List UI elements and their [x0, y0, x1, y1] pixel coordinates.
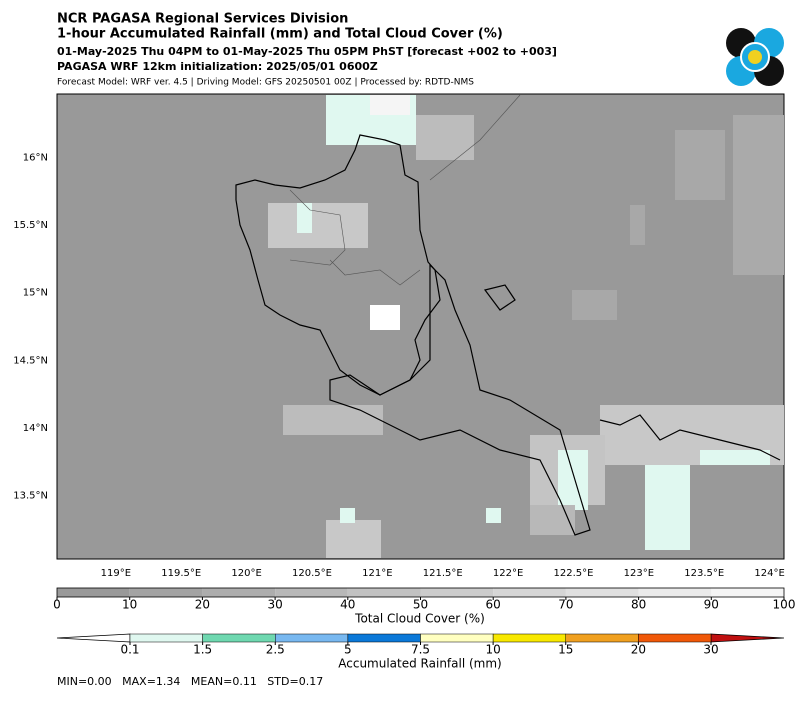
- rain-tick-label: 30: [703, 643, 718, 657]
- rain-color-segment: [275, 633, 349, 643]
- cloud-tick-label: 50: [413, 598, 428, 612]
- rain-tick-label: 20: [631, 643, 646, 657]
- cloud-tick-label: 60: [486, 598, 501, 612]
- borders: [289, 94, 521, 286]
- rain-tick-label: 15: [558, 643, 573, 657]
- lat-tick-label: 14°N: [23, 423, 48, 434]
- rain-color-segment: [202, 633, 276, 643]
- over-triangle: [710, 633, 785, 643]
- cloud-tick-label: 70: [558, 598, 573, 612]
- lat-tick-label: 15°N: [23, 288, 48, 299]
- rain-color-segment: [565, 633, 639, 643]
- cloud-cells: [268, 95, 784, 558]
- cloud-color-segment: [347, 588, 421, 597]
- lon-tick-label: 120°E: [231, 568, 261, 579]
- cloud-tick-label: 90: [704, 598, 719, 612]
- rain-color-segment: [492, 633, 566, 643]
- cloud-tick-label: 80: [631, 598, 646, 612]
- lon-tick-label: 119.5°E: [161, 568, 201, 579]
- rain-color-segment: [129, 633, 203, 643]
- stats: MIN=0.00 MAX=1.34 MEAN=0.11 STD=0.17: [57, 675, 323, 688]
- header-line: 01-May-2025 Thu 04PM to 01-May-2025 Thu …: [57, 45, 557, 58]
- lat-tick-label: 15.5°N: [13, 220, 48, 231]
- cloud-color-segment: [638, 588, 712, 597]
- cloud-tick-label: 10: [122, 598, 137, 612]
- lon-tick-label: 121.5°E: [423, 568, 463, 579]
- lat-tick-label: 14.5°N: [13, 355, 48, 366]
- header-line: Forecast Model: WRF ver. 4.5 | Driving M…: [57, 78, 474, 88]
- header-line: PAGASA WRF 12km initialization: 2025/05/…: [57, 60, 378, 73]
- rain-tick-label: 1.5: [193, 643, 212, 657]
- lat-tick-label: 16°N: [23, 153, 48, 164]
- cloud-color-segment: [420, 588, 494, 597]
- cloud-bar-title: Total Cloud Cover (%): [354, 612, 485, 626]
- cloud-tick-label: 30: [267, 598, 282, 612]
- lon-tick-label: 121°E: [362, 568, 392, 579]
- lon-tick-label: 119°E: [101, 568, 131, 579]
- rain-color-segment: [638, 633, 712, 643]
- cloud-color-segment: [711, 588, 784, 597]
- under-triangle: [56, 633, 131, 643]
- cloud-color-segment: [565, 588, 639, 597]
- lat-tick-label: 13.5°N: [13, 490, 48, 501]
- coastline: [235, 134, 781, 536]
- cloud-tick-label: 0: [53, 598, 61, 612]
- lon-tick-label: 120.5°E: [292, 568, 332, 579]
- cloud-tick-label: 20: [195, 598, 210, 612]
- cloud-color-segment: [275, 588, 348, 597]
- logo: [726, 28, 784, 86]
- rain-tick-label: 2.5: [266, 643, 285, 657]
- cloud-tick-label: 100: [773, 598, 796, 612]
- rain-tick-label: 0.1: [120, 643, 139, 657]
- rain-color-segment: [420, 633, 494, 643]
- lon-tick-label: 122.5°E: [554, 568, 594, 579]
- header-line: NCR PAGASA Regional Services Division: [57, 12, 348, 27]
- header-line: 1-hour Accumulated Rainfall (mm) and Tot…: [57, 27, 503, 42]
- lon-tick-label: 123°E: [624, 568, 654, 579]
- rain-tick-label: 5: [344, 643, 352, 657]
- cloud-color-segment: [57, 588, 130, 597]
- lon-tick-label: 122°E: [493, 568, 523, 579]
- cloud-tick-label: 40: [340, 598, 355, 612]
- cloud-color-segment: [493, 588, 566, 597]
- cloud-color-segment: [129, 588, 203, 597]
- map: [56, 93, 785, 560]
- rain-bar-title: Accumulated Rainfall (mm): [338, 657, 501, 671]
- lon-tick-label: 124°E: [754, 568, 784, 579]
- rain-tick-label: 7.5: [411, 643, 430, 657]
- rain-tick-label: 10: [485, 643, 500, 657]
- lon-tick-label: 123.5°E: [684, 568, 724, 579]
- rain-color-segment: [347, 633, 421, 643]
- cloud-color-segment: [202, 588, 276, 597]
